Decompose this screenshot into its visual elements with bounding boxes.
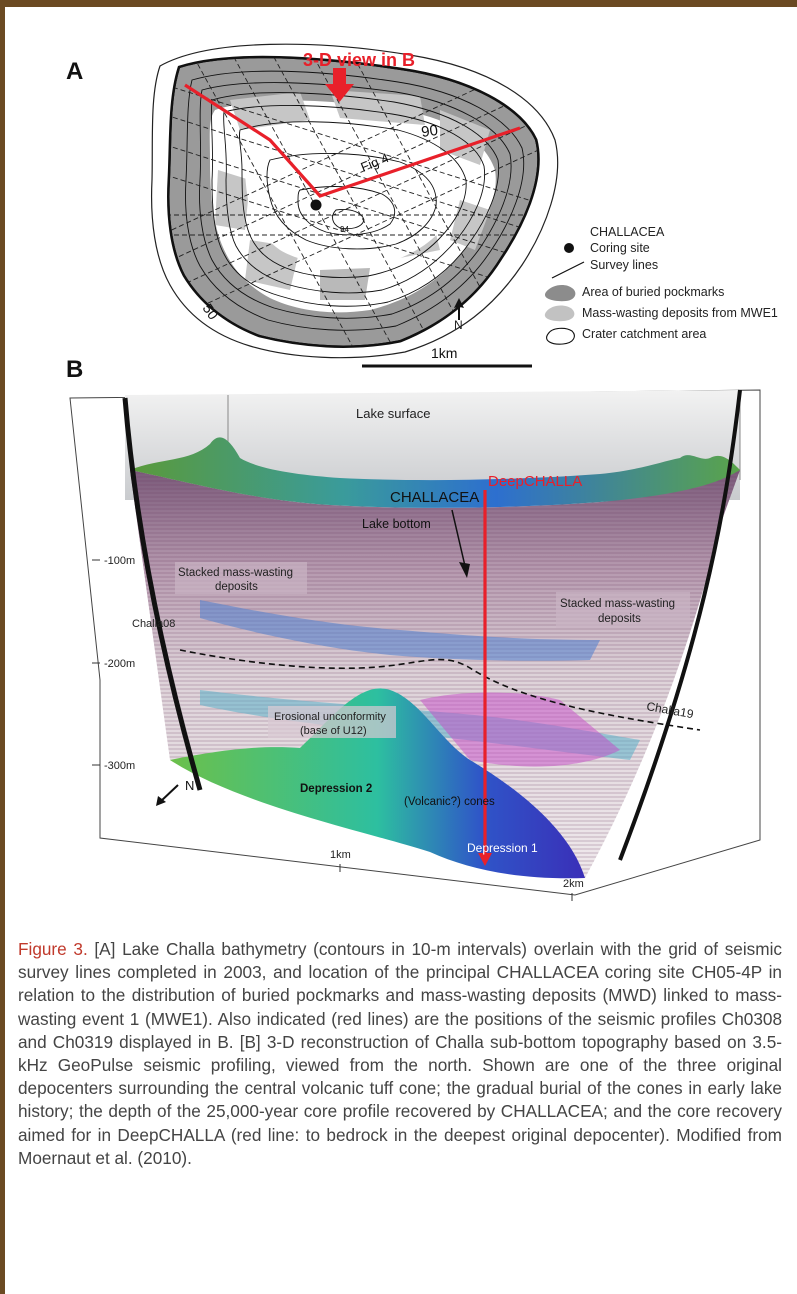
north-label-a: N [454,318,463,332]
crater-wall-left [122,397,203,791]
depth-300-label: -300m [104,760,135,772]
depression1-label: Depression 1 [467,841,538,855]
profile-line-red [184,83,521,198]
legend-dot-icon [564,243,574,253]
challa08-label: Challa08 [132,618,175,630]
depth-100-label: -100m [104,555,135,567]
legend-challacea: CHALLACEA [590,225,665,239]
view-in-b-label: 3-D view in B [303,50,415,70]
stacked-right-line2: deposits [598,613,641,625]
stacked-left-line1: Stacked mass-wasting [178,567,293,579]
stacked-right-line1: Stacked mass-wasting [560,598,675,610]
legend-catchment: Crater catchment area [582,327,707,341]
legend-survey-lines: Survey lines [590,258,659,272]
lake-bottom-label: Lake bottom [362,517,431,531]
erosional-label-line1: Erosional unconformity [274,711,386,723]
coring-site-dot [310,199,322,211]
lake-surface-label: Lake surface [356,406,430,421]
crater-wall-right [618,389,742,861]
contour-94-label: 94 [340,225,349,234]
legend-coring-site: Coring site [590,241,650,255]
depth-200-label: -200m [104,658,135,670]
dist-1km-label: 1km [330,849,351,861]
depression2-label: Depression 2 [300,783,372,795]
stacked-left-line2: deposits [215,581,258,593]
legend-pockmark-icon [544,284,576,302]
caption-label: Figure 3. [18,939,88,959]
contour-90-label: 90 [420,122,439,141]
panel-a-label: A [66,58,84,85]
cones-label: (Volcanic?) cones [404,796,495,808]
dist-2km-label: 2km [563,878,584,890]
catchment-outline [151,43,559,359]
legend-catchment-icon [546,327,575,345]
north-arrow-b-icon [159,784,179,803]
north-arrow-icon [454,298,464,320]
challacea-label-b: CHALLACEA [390,489,479,506]
erosional-label-line2: (base of U12) [300,725,367,737]
north-label-b: N [185,778,194,793]
panel-b-label: B [66,356,84,383]
legend-mass-wasting-icon [544,305,575,322]
scale-label-a: 1km [431,345,458,361]
legend-mass-wasting: Mass-wasting deposits from MWE1 [582,306,778,320]
deepchalla-label: DeepCHALLA [488,473,582,490]
legend-line-icon [551,261,585,279]
legend-pockmarks: Area of buried pockmarks [582,285,725,299]
view-arrow [325,68,354,102]
figure-caption: Figure 3. [A] Lake Challa bathymetry (co… [18,938,782,1170]
caption-text: [A] Lake Challa bathymetry (contours in … [18,939,782,1168]
erosional-unconformity-line [179,649,701,731]
